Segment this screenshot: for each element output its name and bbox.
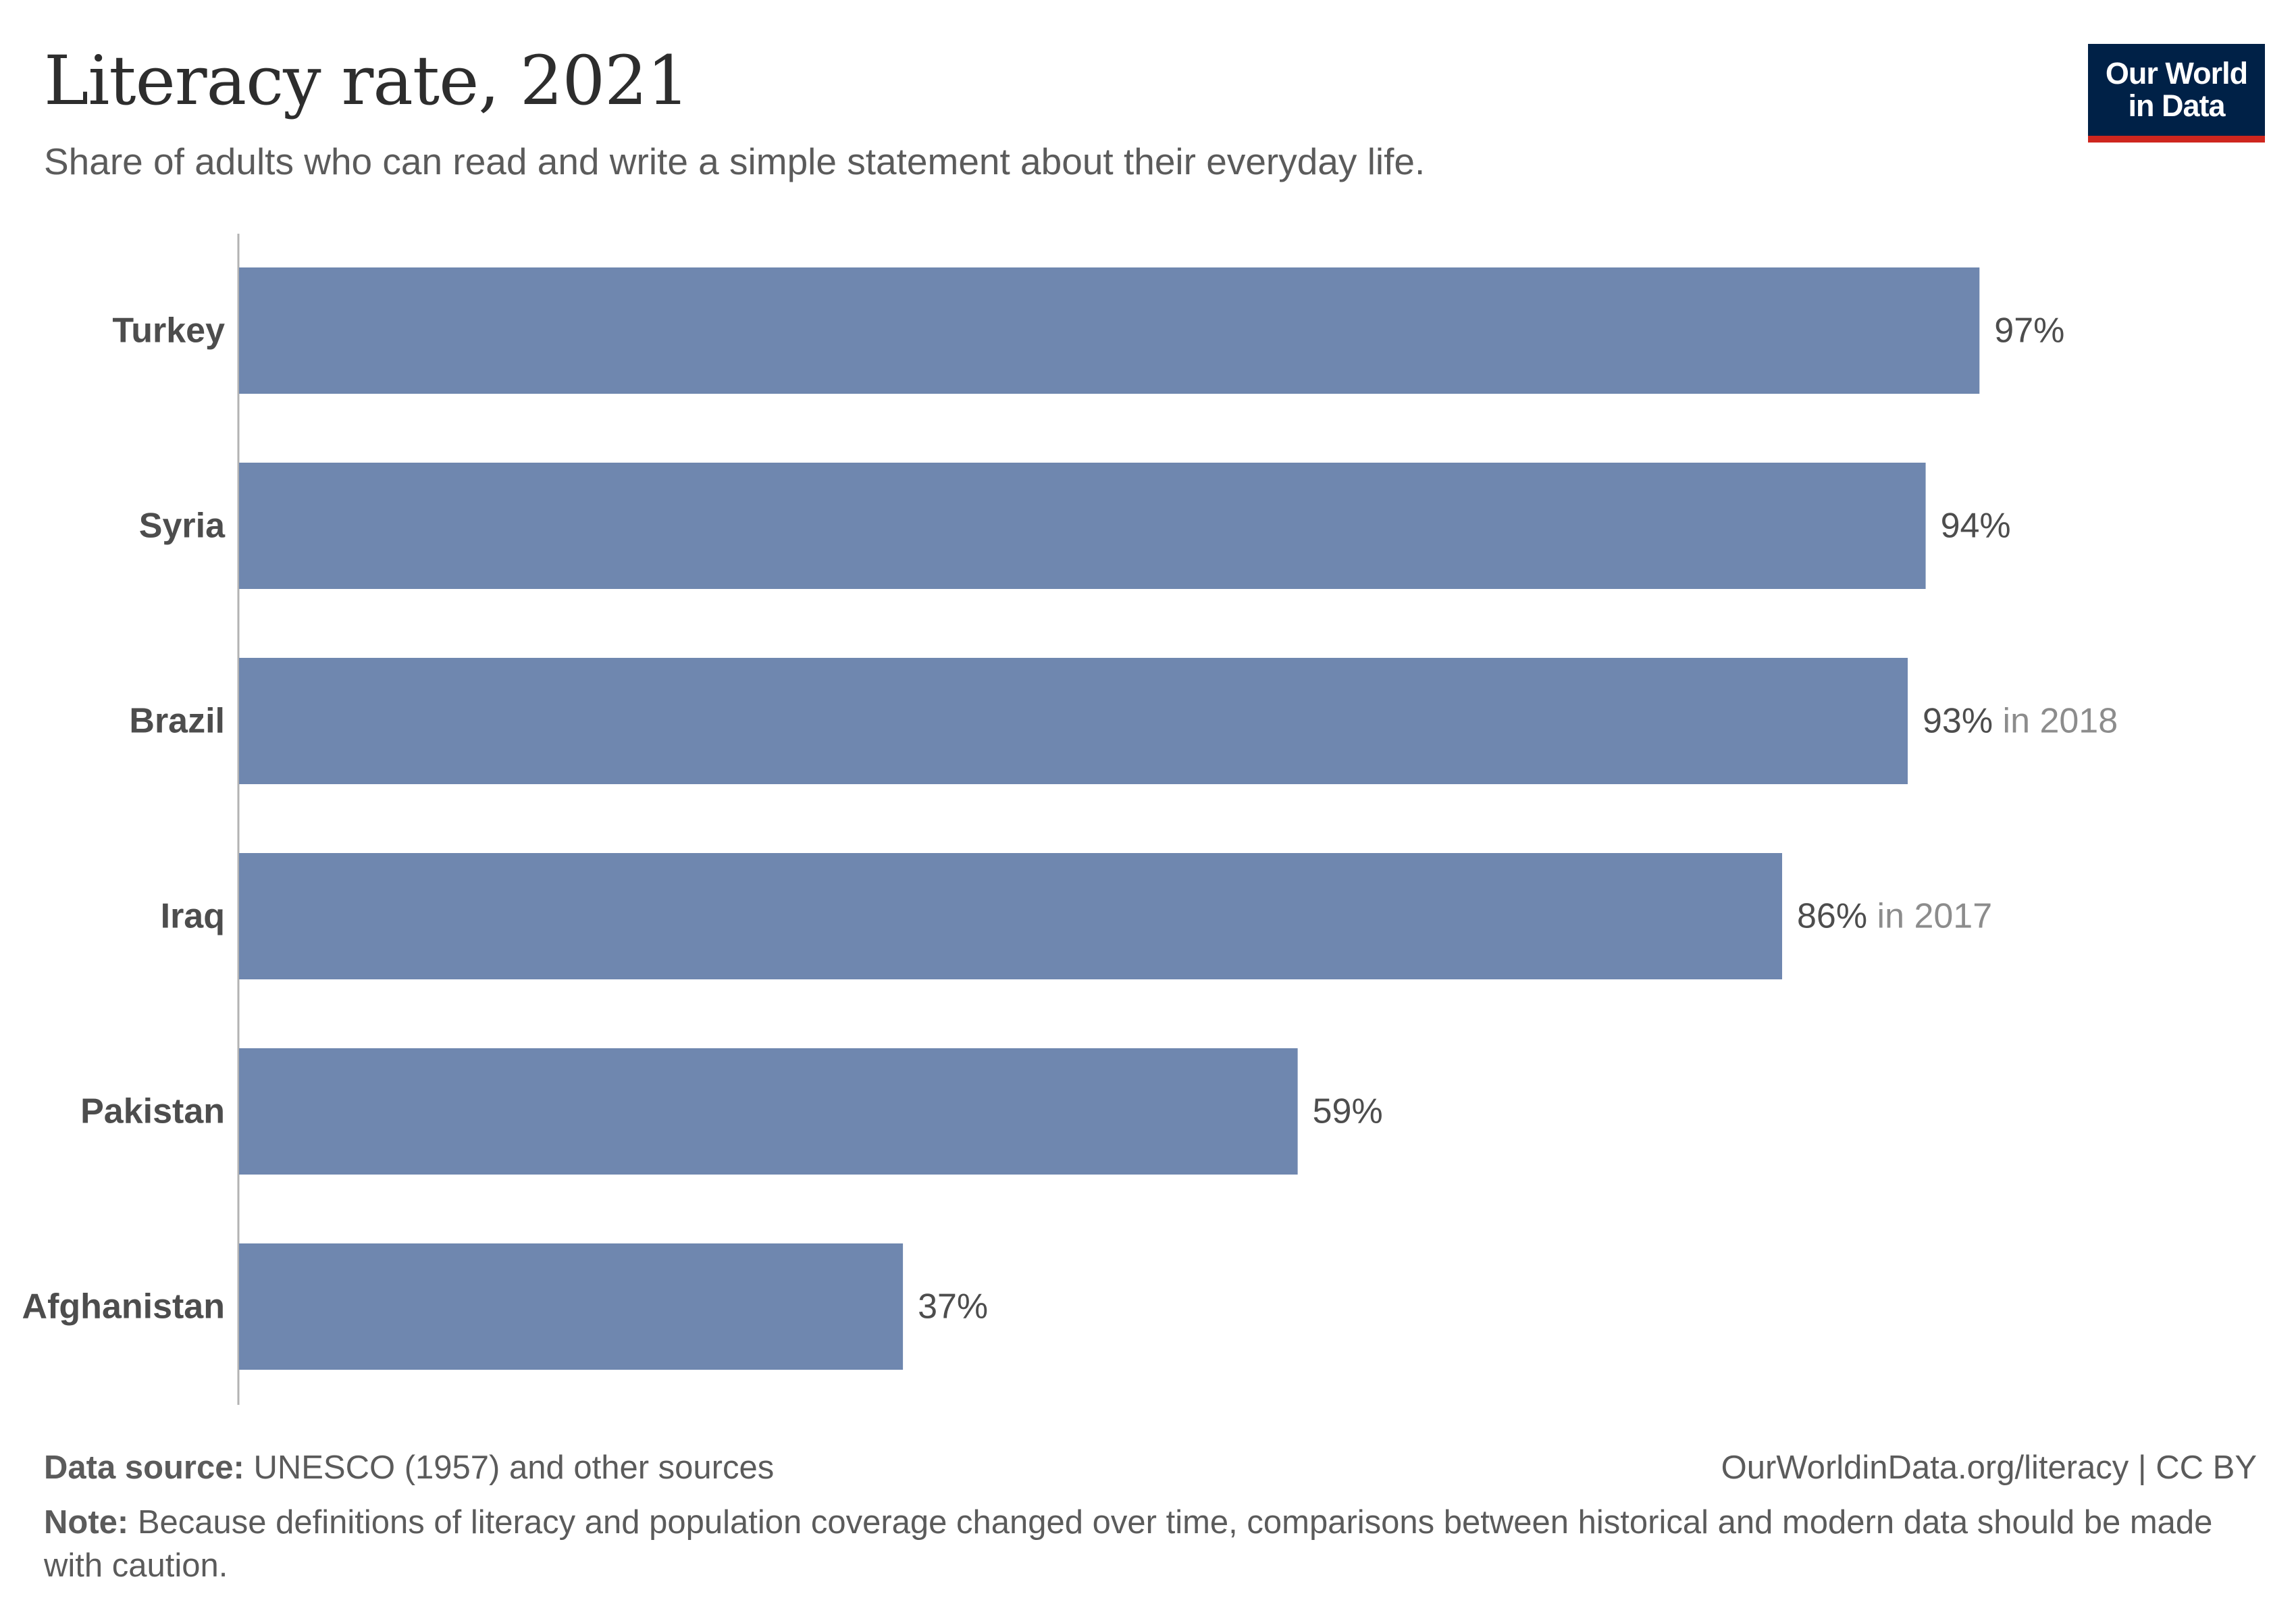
value-label: 59% xyxy=(1313,1092,1383,1131)
chart-note: Note: Because definitions of literacy an… xyxy=(44,1501,2259,1587)
value-label: 93% in 2018 xyxy=(1923,702,2118,741)
chart-subtitle: Share of adults who can read and write a… xyxy=(44,140,1426,182)
value-label: 97% xyxy=(1994,311,2064,351)
value-text: 59% xyxy=(1313,1092,1383,1131)
owid-logo[interactable]: Our World in Data xyxy=(2088,44,2265,143)
source-url[interactable]: OurWorldinData.org/literacy | CC BY xyxy=(1721,1449,2257,1486)
category-label: Afghanistan xyxy=(22,1287,225,1327)
category-label: Pakistan xyxy=(80,1092,225,1131)
bar-syria[interactable] xyxy=(239,463,1926,589)
category-label: Syria xyxy=(139,507,226,546)
logo-line-1: Our World xyxy=(2105,56,2248,91)
data-source: Data source: UNESCO (1957) and other sou… xyxy=(44,1447,774,1490)
value-text: 94% xyxy=(1941,507,2011,546)
value-label: 86% in 2017 xyxy=(1797,897,1992,936)
value-label: 37% xyxy=(918,1287,988,1327)
data-source-label: Data source: xyxy=(44,1449,244,1486)
value-text: 37% xyxy=(918,1287,988,1327)
bar-iraq[interactable] xyxy=(239,853,1783,979)
bar-brazil[interactable] xyxy=(239,658,1908,784)
year-note: in 2017 xyxy=(1867,897,1992,936)
value-text: 93% xyxy=(1923,702,1993,741)
bar-pakistan[interactable] xyxy=(239,1048,1298,1175)
data-source-text: UNESCO (1957) and other sources xyxy=(253,1449,775,1486)
value-label: 94% xyxy=(1941,507,2011,546)
category-label: Iraq xyxy=(161,897,225,936)
category-label: Turkey xyxy=(112,311,225,351)
note-text: Because definitions of literacy and popu… xyxy=(44,1504,2213,1584)
bar-turkey[interactable] xyxy=(239,267,1980,394)
value-text: 97% xyxy=(1994,311,2064,351)
year-note: in 2018 xyxy=(1993,702,2118,741)
category-label: Brazil xyxy=(129,702,225,741)
bar-afghanistan[interactable] xyxy=(239,1243,904,1370)
note-label: Note: xyxy=(44,1504,129,1541)
logo-line-2: in Data xyxy=(2128,88,2225,123)
chart-title: Literacy rate, 2021 xyxy=(44,41,689,120)
value-text: 86% xyxy=(1797,897,1867,936)
